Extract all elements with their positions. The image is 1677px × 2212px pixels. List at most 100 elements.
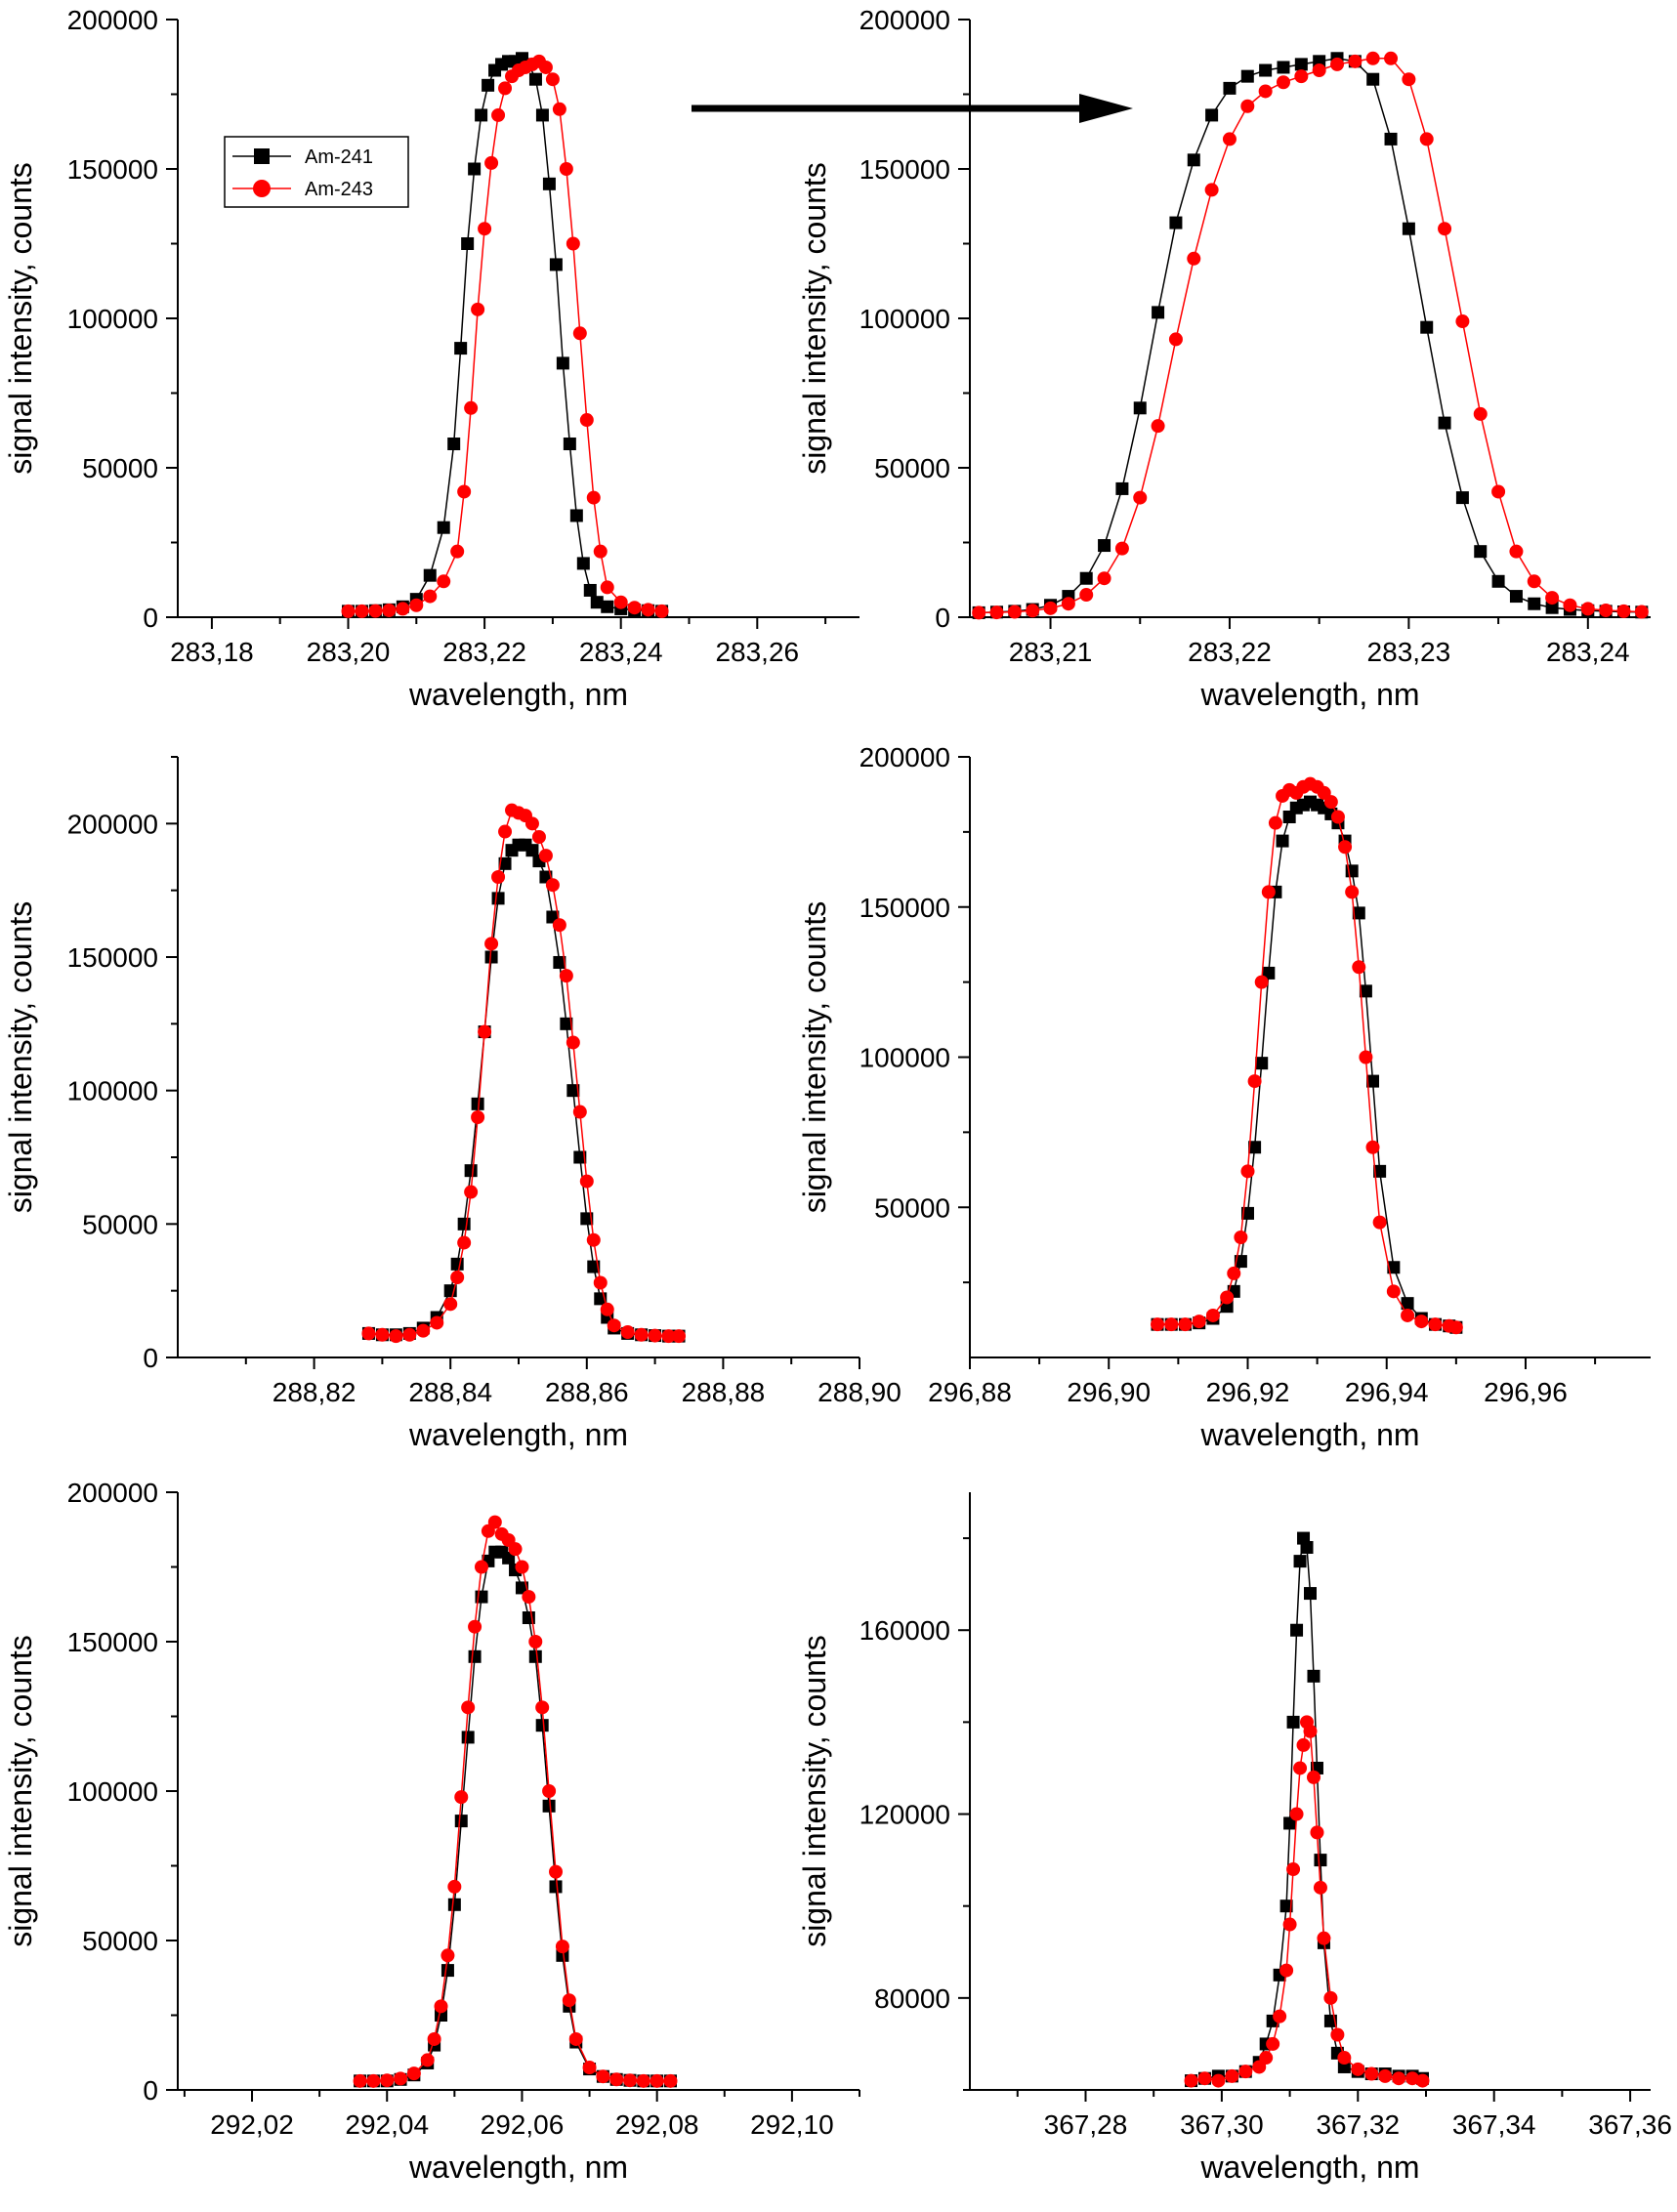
data-point xyxy=(1419,132,1434,146)
data-point xyxy=(468,1649,482,1663)
y-tick-label: 50000 xyxy=(82,1926,158,1956)
data-point xyxy=(1438,222,1452,236)
data-point xyxy=(576,557,590,570)
series-am-241 xyxy=(972,52,1649,619)
data-point xyxy=(353,2073,367,2088)
data-point xyxy=(600,1302,614,1316)
y-tick-label: 200000 xyxy=(67,809,158,839)
data-point xyxy=(454,1815,468,1828)
data-point xyxy=(1545,591,1560,605)
data-point xyxy=(1330,810,1345,824)
data-point xyxy=(1187,153,1200,167)
data-point xyxy=(1043,601,1058,615)
data-point xyxy=(1238,2065,1253,2079)
data-point xyxy=(491,870,506,884)
data-point xyxy=(423,589,438,604)
data-point xyxy=(1227,1266,1241,1280)
data-point xyxy=(427,2031,441,2046)
data-point xyxy=(1307,1669,1321,1683)
data-point xyxy=(623,2073,638,2088)
data-point xyxy=(491,107,506,122)
data-point xyxy=(549,258,563,271)
data-point xyxy=(1184,2073,1198,2088)
data-point xyxy=(1386,1284,1401,1299)
data-point xyxy=(1169,216,1183,230)
data-point xyxy=(1366,72,1380,86)
data-point xyxy=(1240,69,1254,83)
data-point xyxy=(650,2073,664,2088)
data-point xyxy=(1061,597,1075,611)
data-point xyxy=(549,1880,563,1894)
data-point xyxy=(1365,51,1380,65)
data-point xyxy=(1414,1315,1429,1329)
data-point xyxy=(1402,222,1415,235)
data-point xyxy=(1545,601,1559,614)
data-point xyxy=(437,574,451,589)
legend-label: Am-243 xyxy=(305,179,373,200)
y-tick-label: 0 xyxy=(143,603,158,633)
data-point xyxy=(450,544,465,559)
data-point xyxy=(535,1700,550,1715)
data-point xyxy=(361,1326,376,1341)
data-point xyxy=(528,1635,543,1649)
data-point xyxy=(1187,251,1201,266)
data-point xyxy=(1240,1206,1254,1220)
data-point xyxy=(1293,1761,1308,1775)
x-tick-label: 296,96 xyxy=(1484,1377,1568,1407)
series-line xyxy=(368,809,680,1337)
series-line xyxy=(1191,1722,1423,2082)
data-point xyxy=(654,604,669,618)
y-tick-label: 50000 xyxy=(874,453,950,483)
data-point xyxy=(1384,51,1399,65)
data-point xyxy=(1268,815,1282,830)
data-point xyxy=(528,72,542,86)
data-point xyxy=(1205,1308,1220,1322)
data-point xyxy=(341,604,356,618)
data-point xyxy=(1455,314,1470,329)
data-point xyxy=(562,1993,576,2008)
series-line xyxy=(359,1521,671,2082)
data-point xyxy=(1247,1074,1262,1089)
series-am-243 xyxy=(361,803,687,1344)
x-axis-label: wavelength, nm xyxy=(1199,677,1419,712)
data-point xyxy=(482,78,495,92)
data-point xyxy=(572,1105,587,1119)
data-point xyxy=(1294,58,1308,71)
data-point xyxy=(573,1150,587,1164)
x-tick-label: 288,88 xyxy=(682,1377,766,1407)
data-point xyxy=(545,878,560,893)
y-tick-label: 50000 xyxy=(874,1192,950,1223)
y-tick-label: 100000 xyxy=(859,1043,950,1073)
data-point xyxy=(613,595,628,609)
x-tick-label: 283,22 xyxy=(1188,637,1272,667)
data-point xyxy=(1359,1050,1373,1064)
x-tick-label: 292,10 xyxy=(750,2109,834,2140)
series-am-241 xyxy=(1151,795,1463,1334)
x-tick-label: 288,84 xyxy=(408,1377,492,1407)
x-tick-label: 288,86 xyxy=(545,1377,629,1407)
data-point xyxy=(1352,906,1365,920)
data-point xyxy=(1438,416,1451,430)
y-tick-label: 160000 xyxy=(859,1615,950,1646)
data-point xyxy=(661,1329,676,1344)
data-point xyxy=(440,1948,455,1963)
data-point xyxy=(355,604,369,618)
data-point xyxy=(402,1327,417,1342)
data-point xyxy=(1255,1057,1269,1070)
data-point xyxy=(1330,57,1345,71)
data-point xyxy=(1286,1862,1301,1877)
data-point xyxy=(634,1327,649,1342)
data-point xyxy=(484,155,499,170)
data-point xyxy=(1283,1816,1297,1830)
y-tick-label: 100000 xyxy=(67,304,158,334)
data-point xyxy=(579,1174,594,1189)
chart-panel-2: 283,21 283,22 283,23 283,24 0 50000 100000 1500… xyxy=(797,5,1651,712)
data-point xyxy=(1365,1140,1380,1154)
data-point xyxy=(1273,2009,1287,2024)
data-point xyxy=(1248,1141,1262,1154)
x-tick-label: 367,28 xyxy=(1044,2109,1128,2140)
y-axis-label: signal intensity, counts xyxy=(3,1635,38,1947)
data-point xyxy=(580,1212,594,1226)
data-point xyxy=(368,604,383,618)
x-tick-label: 296,88 xyxy=(928,1377,1012,1407)
